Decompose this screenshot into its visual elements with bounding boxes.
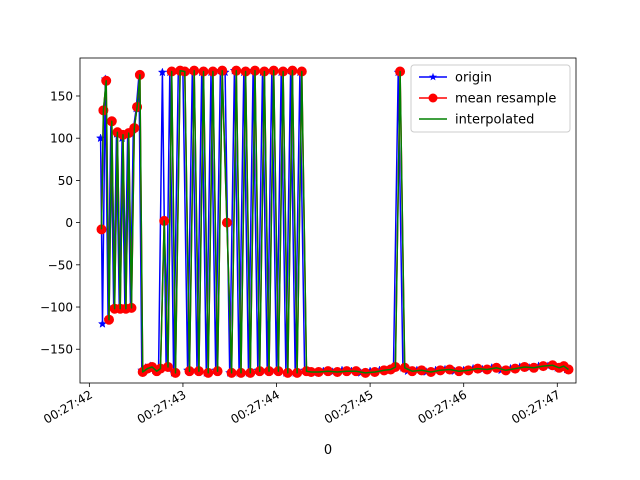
y-tick-label: −100 bbox=[40, 301, 73, 315]
series-interpolated bbox=[100, 69, 569, 374]
legend-label: interpolated bbox=[455, 113, 534, 128]
legend-marker bbox=[429, 72, 437, 81]
x-axis-label: 0 bbox=[324, 443, 332, 458]
y-tick-label: 50 bbox=[58, 174, 73, 188]
legend-marker bbox=[428, 93, 438, 103]
legend-entry: mean resample bbox=[419, 92, 556, 107]
axes-frame bbox=[79, 57, 577, 384]
series-line-interpolated bbox=[100, 69, 569, 374]
y-tick-label: 100 bbox=[50, 132, 73, 146]
legend-entry: interpolated bbox=[419, 113, 534, 128]
legend-entry: origin bbox=[419, 71, 492, 86]
y-axis: 150 100 50 0 −50 −100 −150 bbox=[40, 89, 80, 357]
y-tick-label: −150 bbox=[40, 343, 73, 357]
legend-box bbox=[410, 64, 571, 133]
y-tick-label: 0 bbox=[65, 216, 73, 230]
y-tick-label: −50 bbox=[48, 258, 73, 272]
y-tick-label: 150 bbox=[50, 89, 73, 103]
plot-area bbox=[95, 65, 574, 378]
legend-label: origin bbox=[455, 71, 492, 86]
legend: origin mean resample interpolated bbox=[410, 64, 571, 133]
legend-label: mean resample bbox=[455, 92, 556, 107]
